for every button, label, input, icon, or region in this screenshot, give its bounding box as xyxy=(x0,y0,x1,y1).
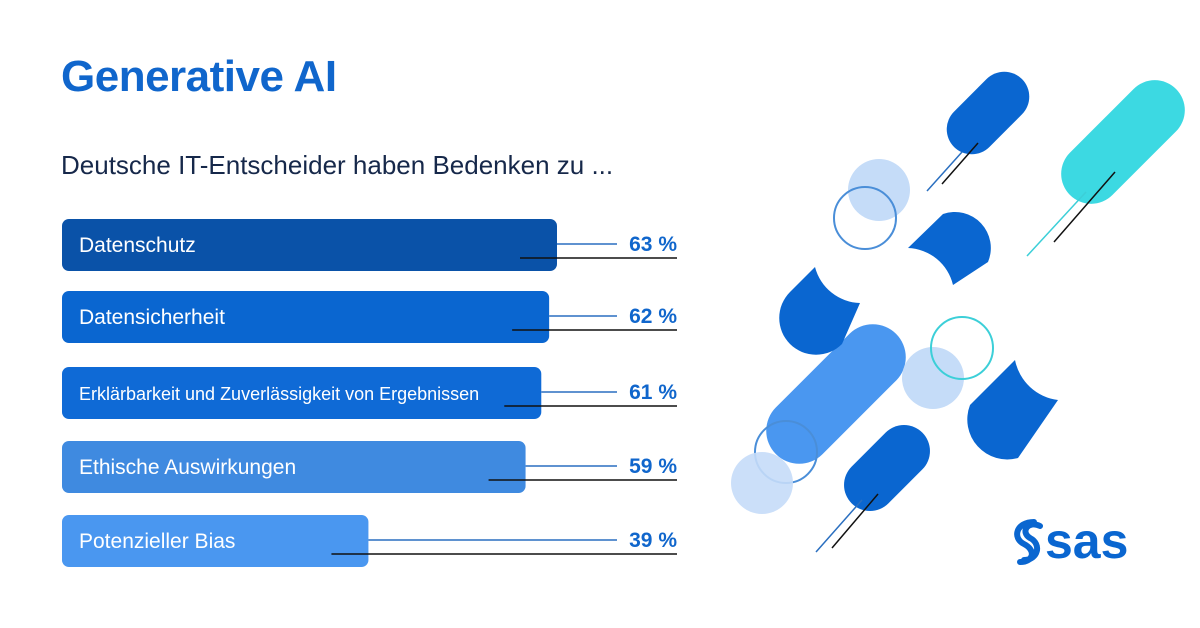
decor-shapes xyxy=(731,71,1185,553)
bar-value-label: 62 % xyxy=(629,305,677,328)
bar-value-label: 61 % xyxy=(629,381,677,404)
bar-value-label: 59 % xyxy=(629,455,677,478)
bar-value-label: 63 % xyxy=(629,233,677,256)
leaf-shape xyxy=(779,267,860,355)
bar-chart: Datenschutz 63 % Datensicherheit 62 % Erklär… xyxy=(62,219,677,567)
bar xyxy=(62,441,526,493)
page-subtitle: Deutsche IT-Entscheider haben Bedenken z… xyxy=(61,150,614,180)
bar-category-label: Datenschutz xyxy=(79,234,196,257)
leaf-shape xyxy=(908,211,991,285)
page-title: Generative AI xyxy=(61,52,337,101)
bar xyxy=(62,515,369,567)
pill-shape xyxy=(946,71,1030,155)
bar-category-label: Erklärbarkeit und Zuverlässigkeit von Er… xyxy=(79,384,479,404)
pill-shape xyxy=(766,324,906,464)
bar xyxy=(62,291,550,343)
bar xyxy=(62,219,557,271)
sas-logo: sas xyxy=(1014,513,1128,569)
pill-shape xyxy=(1061,80,1185,204)
sas-s-icon xyxy=(1014,519,1043,565)
bar-category-label: Potenzieller Bias xyxy=(79,530,235,553)
circle-outline xyxy=(930,316,994,380)
bar xyxy=(62,367,542,419)
sas-logo-text: sas xyxy=(1045,513,1128,569)
pill-shape xyxy=(844,425,930,511)
bar-value-label: 39 % xyxy=(629,529,677,552)
bar-category-label: Ethische Auswirkungen xyxy=(79,456,296,479)
circle-shape xyxy=(731,452,793,514)
leaf-shape xyxy=(967,360,1058,460)
circle-shape xyxy=(902,347,964,409)
circle-outline xyxy=(833,186,897,250)
bar-category-label: Datensicherheit xyxy=(79,306,225,329)
